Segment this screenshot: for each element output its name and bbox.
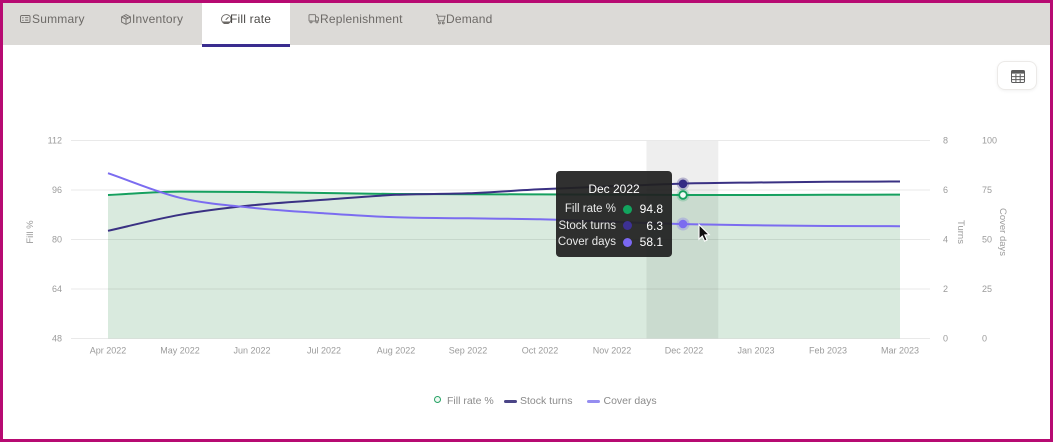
svg-text:112: 112 <box>48 135 62 145</box>
svg-text:2: 2 <box>943 284 948 294</box>
svg-text:Jul 2022: Jul 2022 <box>307 345 341 355</box>
svg-text:50: 50 <box>982 234 992 244</box>
svg-text:Dec 2022: Dec 2022 <box>665 345 704 355</box>
svg-text:Sep 2022: Sep 2022 <box>449 345 488 355</box>
svg-text:75: 75 <box>982 185 992 195</box>
svg-text:0: 0 <box>943 333 948 343</box>
svg-text:Mar 2023: Mar 2023 <box>881 345 919 355</box>
svg-text:Turns: Turns <box>955 220 966 244</box>
svg-text:Feb 2023: Feb 2023 <box>809 345 847 355</box>
svg-text:Jan 2023: Jan 2023 <box>737 345 774 355</box>
svg-text:0: 0 <box>982 333 987 343</box>
svg-text:Cover days: Cover days <box>997 208 1008 256</box>
svg-text:100: 100 <box>982 135 997 145</box>
svg-text:Apr 2022: Apr 2022 <box>90 345 127 355</box>
svg-text:8: 8 <box>943 135 948 145</box>
svg-text:Nov 2022: Nov 2022 <box>593 345 632 355</box>
svg-text:May 2022: May 2022 <box>160 345 200 355</box>
svg-text:80: 80 <box>52 234 62 244</box>
svg-text:48: 48 <box>52 333 62 343</box>
svg-text:Jun 2022: Jun 2022 <box>233 345 270 355</box>
svg-text:6: 6 <box>943 185 948 195</box>
svg-text:64: 64 <box>52 284 62 294</box>
svg-text:Fill %: Fill % <box>25 220 36 244</box>
svg-text:96: 96 <box>52 185 62 195</box>
svg-text:25: 25 <box>982 284 992 294</box>
svg-text:4: 4 <box>943 234 948 244</box>
svg-text:Oct 2022: Oct 2022 <box>522 345 559 355</box>
svg-text:Aug 2022: Aug 2022 <box>377 345 416 355</box>
